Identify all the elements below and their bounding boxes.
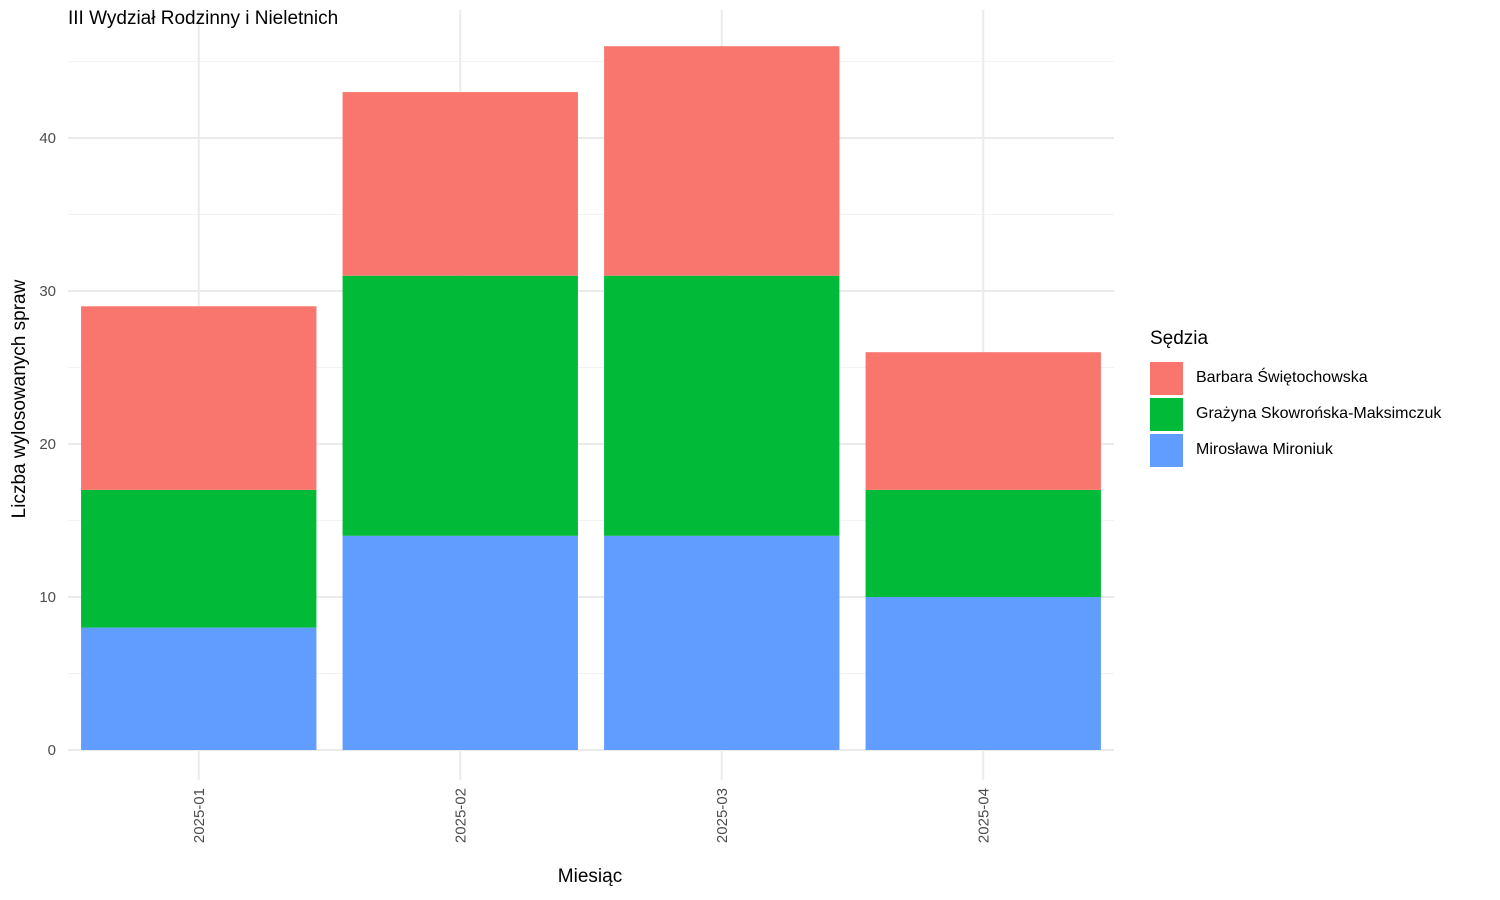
x-tick-label: 2025-02 xyxy=(452,788,469,843)
legend-key xyxy=(1150,397,1183,431)
y-tick-label: 0 xyxy=(48,742,56,759)
legend-item: Mirosława Mironiuk xyxy=(1150,432,1441,468)
bar-segment xyxy=(865,352,1101,490)
legend: Sędzia Barbara Świętochowska Grażyna Skow… xyxy=(1150,328,1441,468)
legend-key xyxy=(1150,433,1183,467)
x-tick-label: 2025-04 xyxy=(975,788,992,843)
y-tick-label: 40 xyxy=(39,130,56,147)
x-tick-label: 2025-03 xyxy=(714,788,731,843)
bar-segment xyxy=(604,275,840,536)
chart-title: III Wydział Rodzinny i Nieletnich xyxy=(68,8,339,29)
legend-item: Barbara Świętochowska xyxy=(1150,360,1441,396)
legend-title: Sędzia xyxy=(1150,328,1209,349)
bar-segment xyxy=(342,535,578,750)
y-tick-label: 30 xyxy=(39,283,56,300)
legend-key xyxy=(1150,361,1183,395)
x-axis-label: Miesiąc xyxy=(557,866,623,887)
y-tick-label: 10 xyxy=(39,589,56,606)
bar-segment xyxy=(81,306,317,490)
legend-label: Barbara Świętochowska xyxy=(1196,369,1368,386)
y-axis-label: Liczba wylosowanych spraw xyxy=(9,279,30,519)
bar-segment xyxy=(865,489,1101,597)
legend-label: Mirosława Mironiuk xyxy=(1196,441,1333,458)
bar-segment xyxy=(604,46,840,276)
bar-segment xyxy=(81,627,317,750)
bar-segment xyxy=(342,92,578,276)
bar-segment xyxy=(865,597,1101,750)
bar-segment xyxy=(342,275,578,536)
bar-segment xyxy=(604,535,840,750)
x-tick-label: 2025-01 xyxy=(191,788,208,843)
bar-segment xyxy=(81,489,317,628)
legend-label: Grażyna Skowrońska-Maksimczuk xyxy=(1196,405,1442,422)
legend-item: Grażyna Skowrońska-Maksimczuk xyxy=(1150,396,1441,432)
y-tick-label: 20 xyxy=(39,436,56,453)
